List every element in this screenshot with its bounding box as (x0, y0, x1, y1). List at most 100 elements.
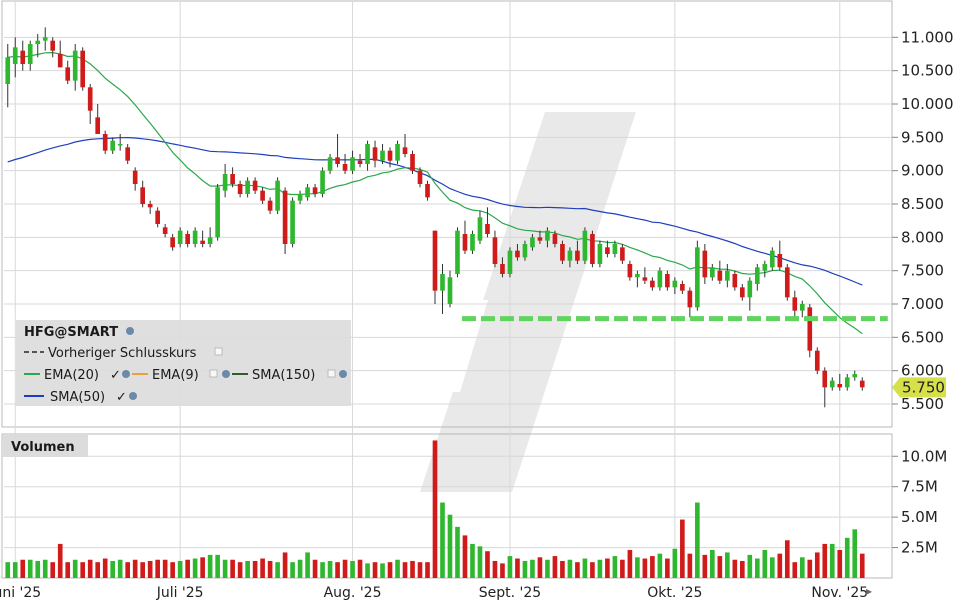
volume-bar (799, 557, 805, 578)
volume-bars (5, 440, 865, 578)
legend-prev-close-checkbox[interactable] (214, 347, 223, 356)
candle-body (417, 170, 423, 184)
volume-bar (252, 560, 258, 578)
volume-bar (747, 554, 753, 578)
candle-body (50, 40, 56, 51)
candle-body (807, 307, 813, 351)
candle-body (12, 47, 18, 64)
candle-body (230, 174, 235, 184)
candle-body (537, 237, 543, 241)
candle-body (844, 377, 850, 388)
price-tick-label: 11.000 (901, 28, 954, 46)
time-tick-label: Sept. '25 (479, 585, 541, 600)
candle-body (110, 140, 116, 151)
scroll-right-icon[interactable]: ▸ (866, 584, 872, 598)
time-tick-label: Okt. '25 (647, 585, 702, 600)
volume-bar (635, 557, 640, 578)
candle-body (702, 250, 708, 278)
candle-body (560, 244, 565, 261)
volume-bar (695, 502, 700, 578)
volume-bar (447, 514, 453, 578)
candle-body (245, 180, 250, 194)
volume-bar (672, 548, 678, 578)
candle-body (260, 190, 265, 201)
volume-bar (754, 558, 760, 578)
volume-bar (545, 559, 550, 578)
candle-body (814, 350, 820, 371)
candle-body (612, 244, 618, 254)
candle-body (507, 250, 513, 274)
volume-bar (132, 559, 138, 578)
candle-body (829, 380, 835, 388)
candle-body (717, 270, 723, 281)
candle-body (65, 67, 71, 81)
volume-bar (312, 559, 318, 578)
candle-body (170, 237, 175, 248)
legend-sma50-settings-icon[interactable] (129, 392, 137, 400)
volume-bar (642, 558, 648, 578)
time-tick-label: Aug. '25 (324, 585, 382, 600)
volume-bar (485, 551, 490, 578)
volume-bar (732, 559, 738, 578)
volume-bar (207, 554, 213, 578)
volume-bar (72, 559, 78, 578)
legend-sma50-check-icon[interactable]: ✓ (116, 390, 127, 405)
volume-bar (380, 563, 385, 578)
volume-bar (680, 519, 685, 578)
candle-body (132, 170, 138, 184)
volume-bar (102, 558, 108, 578)
volume-bar (192, 558, 198, 578)
candle-body (215, 187, 220, 238)
price-tick-label: 8.500 (901, 195, 944, 213)
candle-body (402, 147, 408, 154)
legend-symbol-settings-icon[interactable] (126, 327, 134, 335)
candle-body (147, 204, 153, 208)
legend-ema20-settings-icon[interactable] (122, 370, 130, 378)
candle-body (470, 234, 475, 251)
candle-body (635, 274, 640, 278)
volume-bar (537, 557, 543, 578)
legend-sma150-checkbox[interactable] (327, 369, 336, 378)
volume-bar (837, 550, 843, 578)
price-tick-label: 9.500 (901, 128, 944, 146)
price-tick-label: 7.500 (901, 262, 944, 280)
candles (5, 27, 865, 408)
candle-body (222, 174, 228, 191)
candle-body (485, 224, 490, 234)
volume-bar (769, 557, 775, 578)
candle-body (80, 50, 86, 88)
candle-body (237, 184, 243, 194)
volume-bar (342, 559, 348, 578)
legend-ema9-settings-icon[interactable] (222, 370, 230, 378)
volume-bar (65, 562, 71, 578)
legend-ema20-check-icon[interactable]: ✓ (110, 368, 121, 383)
volume-axis: 2.5M 5.0M 7.5M 10.0M (892, 447, 947, 557)
candle-body (552, 234, 558, 244)
candle-body (799, 304, 805, 311)
price-tick-label: 6.500 (901, 328, 944, 346)
volume-bar (852, 529, 858, 578)
candle-body (545, 230, 550, 241)
candle-body (777, 254, 783, 268)
sma50-path (7, 136, 863, 286)
volume-bar (155, 559, 160, 578)
volume-bar (844, 537, 850, 578)
volume-bar (650, 556, 655, 578)
volume-bar (717, 556, 723, 578)
price-tick-label: 5.500 (901, 395, 944, 413)
candle-body (492, 237, 498, 264)
volume-bar (125, 562, 131, 578)
candle-body (87, 87, 93, 111)
candle-body (267, 200, 273, 211)
volume-bar (739, 560, 745, 578)
legend-ema9-checkbox[interactable] (209, 369, 218, 378)
legend-sma150-settings-icon[interactable] (339, 370, 347, 378)
volume-bar (200, 557, 205, 578)
price-tick-label: 10.000 (901, 95, 954, 113)
candle-body (657, 270, 663, 288)
volume-bar (275, 562, 280, 578)
volume-bar (500, 563, 505, 578)
volume-bar (657, 553, 663, 578)
volume-bar (372, 562, 378, 578)
volume-bar (230, 559, 235, 578)
